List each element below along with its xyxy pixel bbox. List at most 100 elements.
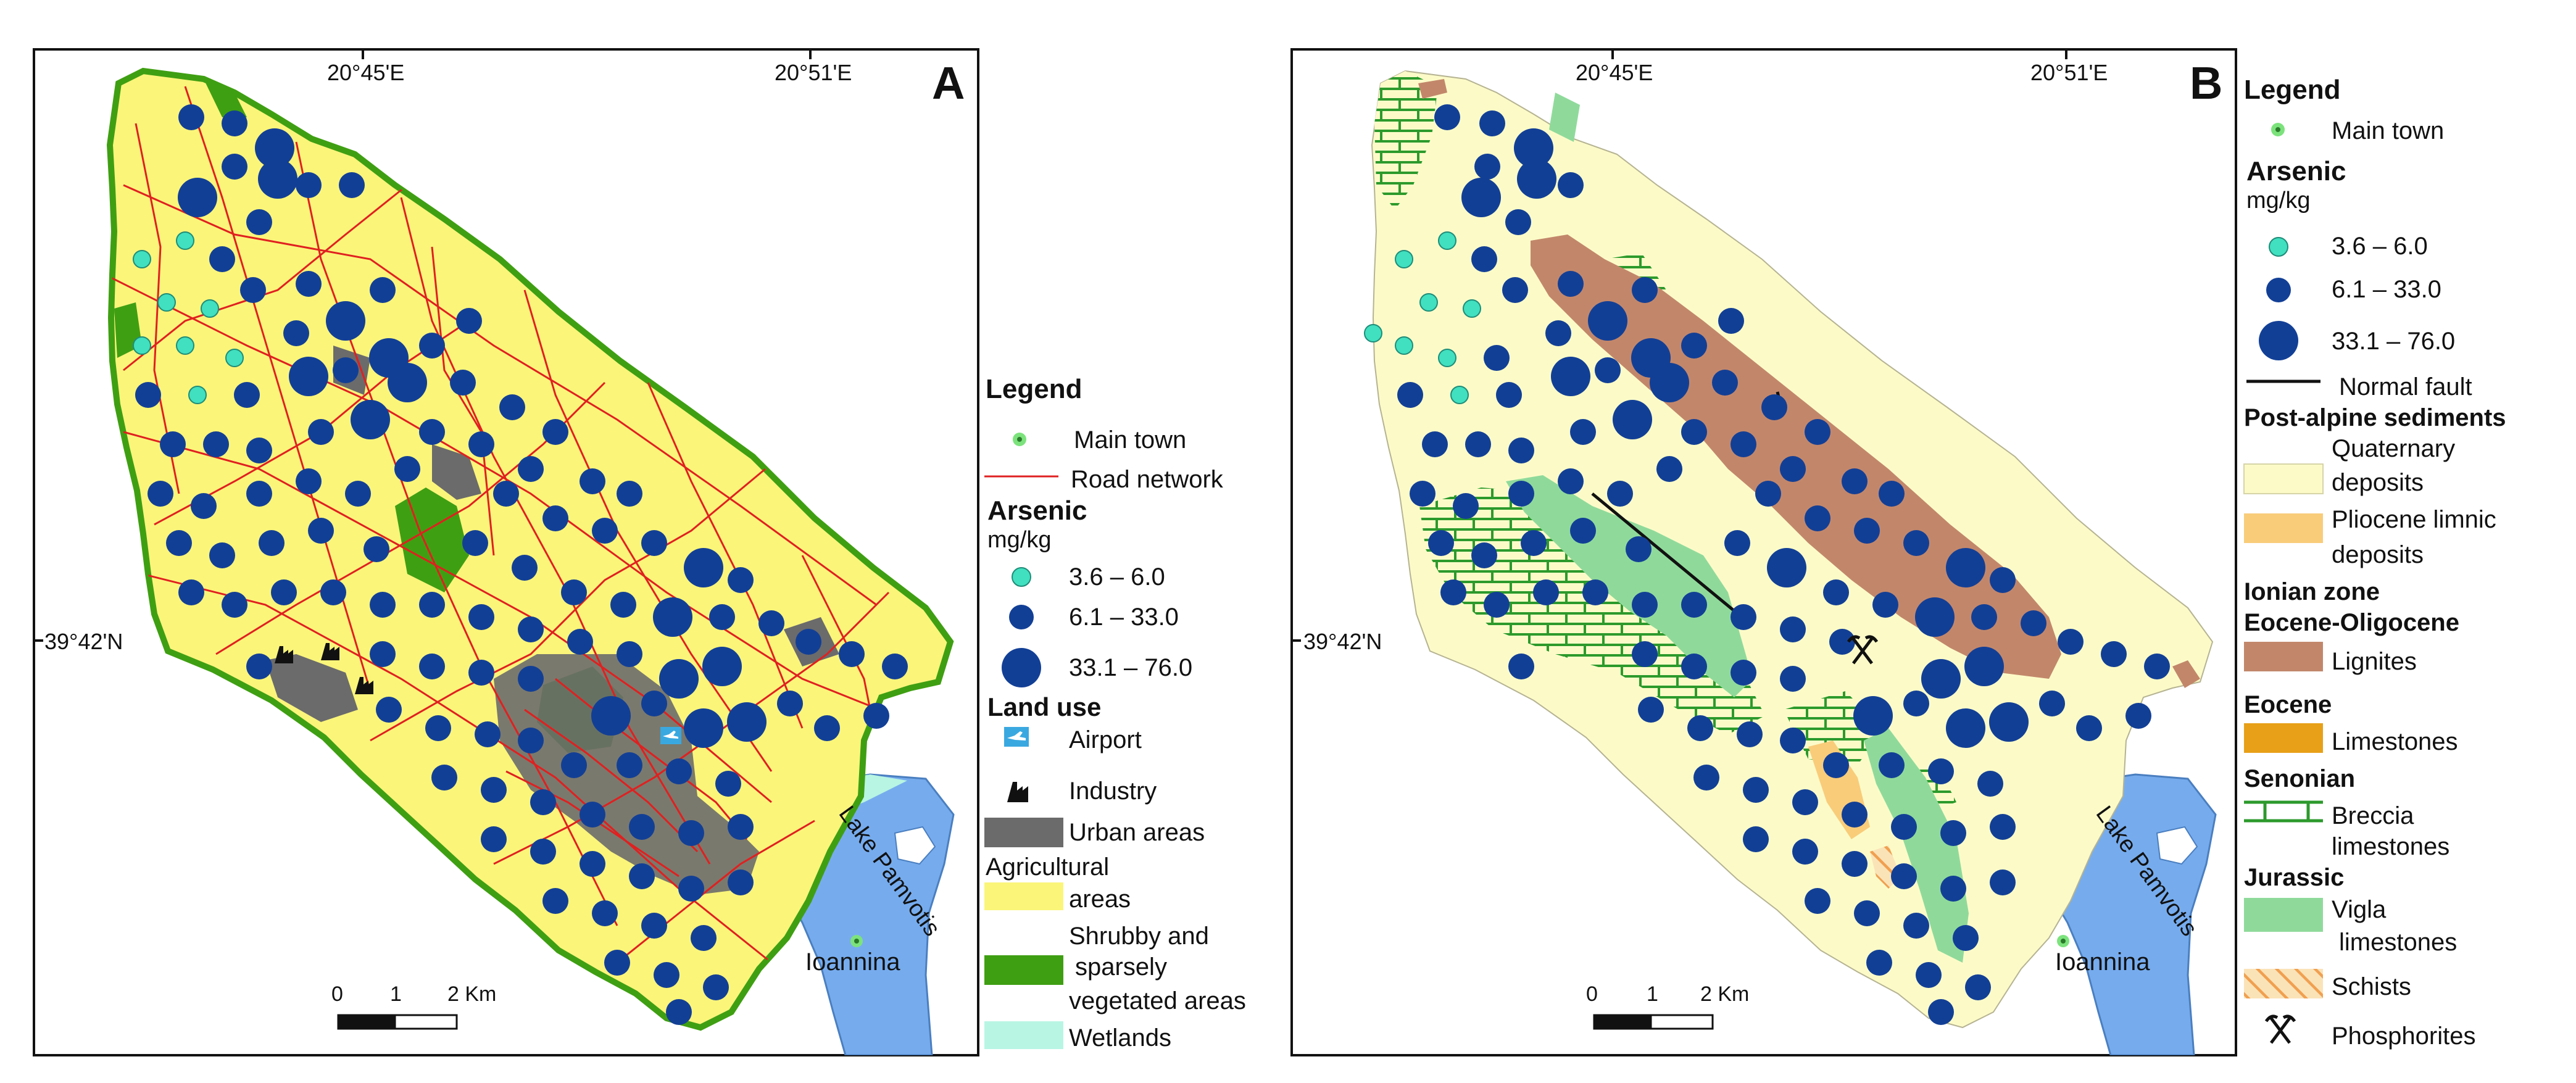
arsenic-b-sample-point bbox=[1971, 604, 1997, 630]
arsenic-b-sample-point bbox=[1780, 616, 1806, 642]
arsenic-a-sample-point bbox=[481, 777, 507, 803]
arsenic-a-sample-point bbox=[839, 641, 865, 667]
arsenic-b-sample-point bbox=[1364, 324, 1382, 342]
legend-phosphorites-icon bbox=[2264, 1015, 2296, 1044]
legend-arsenic-title-b: Arsenic bbox=[2246, 156, 2346, 186]
arsenic-a-sample-point bbox=[592, 900, 618, 926]
arsenic-a-sample-point bbox=[863, 703, 889, 729]
arsenic-a-sample-point bbox=[176, 231, 194, 250]
legend-vigla-1: Vigla bbox=[2332, 896, 2387, 923]
arsenic-b-sample-point bbox=[1438, 349, 1456, 367]
arsenic-a-sample-point bbox=[591, 696, 631, 736]
arsenic-b-sample-point bbox=[1496, 382, 1522, 408]
arsenic-a-sample-point bbox=[178, 579, 204, 605]
legend-senonian: Senonian bbox=[2244, 765, 2355, 792]
legend-pliocene-1: Pliocene limnic bbox=[2332, 506, 2496, 533]
arsenic-b-sample-point bbox=[1928, 999, 1954, 1025]
arsenic-b-sample-point bbox=[1461, 178, 1501, 217]
arsenic-a-sample-point bbox=[259, 530, 285, 556]
legend-panel-b: Legend Main town Arsenic mg/kg 3.6 – 6.0… bbox=[2243, 75, 2506, 1050]
legend-schists: Schists bbox=[2332, 973, 2411, 1000]
arsenic-a-sample-point bbox=[450, 370, 476, 396]
arsenic-b-sample-point bbox=[1588, 301, 1627, 341]
arsenic-b-sample-point bbox=[1879, 752, 1905, 778]
arsenic-a-sample-point bbox=[604, 950, 630, 976]
legend-post-alpine: Post-alpine sediments bbox=[2244, 404, 2506, 431]
arsenic-a-sample-point bbox=[222, 110, 247, 136]
arsenic-b-sample-point bbox=[1410, 481, 1435, 507]
lon-tick-a-1: 20°45'E bbox=[327, 60, 404, 85]
arsenic-a-sample-point bbox=[135, 382, 161, 408]
arsenic-b-sample-point bbox=[1946, 548, 1985, 587]
arsenic-b-sample-point bbox=[1533, 579, 1559, 605]
arsenic-a-sample-point bbox=[518, 728, 544, 753]
arsenic-a-sample-point bbox=[339, 172, 365, 198]
arsenic-b-sample-point bbox=[1471, 542, 1497, 568]
scale-bar-b: 0 1 2 Km bbox=[1586, 982, 1749, 1030]
arsenic-a-sample-point bbox=[419, 419, 445, 445]
arsenic-a-sample-point bbox=[684, 548, 723, 587]
arsenic-a-sample-point bbox=[617, 752, 642, 778]
arsenic-a-sample-point bbox=[296, 271, 322, 297]
arsenic-b-sample-point bbox=[1724, 530, 1750, 556]
arsenic-a-sample-point bbox=[147, 481, 173, 507]
arsenic-b-sample-point bbox=[1558, 172, 1584, 198]
arsenic-a-sample-point bbox=[641, 913, 667, 939]
legend-eocene-oligocene: Eocene-Oligocene bbox=[2244, 609, 2459, 636]
legend-limestones-swatch bbox=[2244, 723, 2323, 753]
arsenic-a-sample-point bbox=[654, 962, 679, 988]
legend-phosphorites: Phosphorites bbox=[2332, 1023, 2475, 1050]
legend-jurassic: Jurassic bbox=[2244, 864, 2344, 891]
arsenic-a-sample-point bbox=[289, 357, 328, 396]
arsenic-b-sample-point bbox=[1397, 382, 1423, 408]
arsenic-a-sample-point bbox=[258, 159, 297, 199]
arsenic-a-sample-point bbox=[345, 481, 371, 507]
arsenic-a-sample-point bbox=[580, 802, 605, 828]
arsenic-a-sample-point bbox=[462, 530, 488, 556]
arsenic-b-sample-point bbox=[1964, 647, 2004, 686]
arsenic-a-sample-point bbox=[684, 708, 723, 748]
map-panel-a: Ioannina Lake Pamvotis A 20°45'E 20°51'E… bbox=[33, 48, 979, 1056]
arsenic-a-sample-point bbox=[394, 456, 420, 482]
arsenic-a-sample-point bbox=[296, 172, 322, 198]
arsenic-b-sample-point bbox=[1422, 431, 1448, 457]
legend-quaternary-swatch bbox=[2243, 463, 2324, 494]
svg-text:1: 1 bbox=[1647, 982, 1658, 1006]
arsenic-a-sample-point bbox=[370, 641, 396, 667]
arsenic-b-sample-point bbox=[1681, 333, 1707, 359]
arsenic-b-sample-point bbox=[1419, 293, 1438, 312]
arsenic-a-sample-point bbox=[727, 702, 767, 742]
arsenic-a-sample-point bbox=[326, 301, 365, 341]
arsenic-b-sample-point bbox=[1903, 530, 1929, 556]
arsenic-a-sample-point bbox=[659, 659, 699, 699]
arsenic-a-sample-point bbox=[431, 765, 457, 790]
arsenic-b-sample-point bbox=[1755, 481, 1781, 507]
arsenic-a-sample-point bbox=[592, 518, 618, 544]
arsenic-b-sample-point bbox=[1940, 820, 1966, 846]
arsenic-b-sample-point bbox=[1453, 493, 1479, 519]
legend-shrubby-3: vegetated areas bbox=[1069, 987, 1246, 1015]
phosphorites-icon bbox=[1847, 635, 1879, 665]
arsenic-b-sample-point bbox=[2039, 691, 2065, 716]
arsenic-a-sample-point bbox=[796, 629, 821, 655]
panel-b-letter: B bbox=[2190, 57, 2222, 109]
arsenic-a-sample-point bbox=[370, 592, 396, 618]
arsenic-a-sample-point bbox=[617, 481, 642, 507]
arsenic-b-sample-point bbox=[1570, 419, 1596, 445]
arsenic-b-sample-point bbox=[1712, 370, 1738, 396]
arsenic-b-sample-point bbox=[1805, 888, 1830, 914]
vigla-limestones bbox=[1506, 475, 1753, 697]
arsenic-a-sample-point bbox=[188, 386, 207, 404]
arsenic-a-sample-point bbox=[364, 536, 389, 562]
arsenic-a-sample-point bbox=[702, 647, 742, 686]
legend-limestones: Limestones bbox=[2332, 728, 2458, 755]
arsenic-b-sample-point bbox=[1632, 641, 1658, 667]
arsenic-b-sample-point bbox=[1687, 715, 1713, 741]
arsenic-a-sample-point bbox=[530, 839, 556, 865]
arsenic-b-sample-point bbox=[1551, 357, 1590, 396]
arsenic-a-sample-point bbox=[246, 654, 272, 679]
arsenic-b-sample-point bbox=[1508, 481, 1534, 507]
airport-icon bbox=[660, 727, 681, 744]
arsenic-b-sample-point bbox=[1743, 826, 1769, 852]
arsenic-b-sample-point bbox=[2058, 629, 2084, 655]
